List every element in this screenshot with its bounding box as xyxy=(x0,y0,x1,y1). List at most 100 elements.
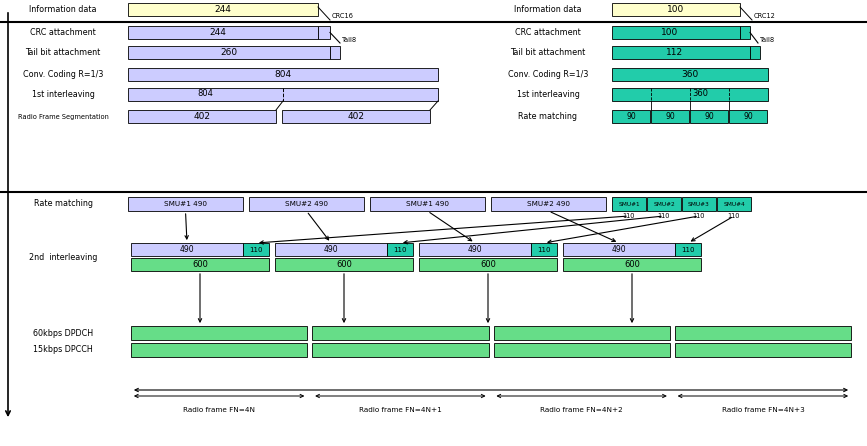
Text: 360: 360 xyxy=(692,89,708,98)
Text: Radio frame FN=4N: Radio frame FN=4N xyxy=(183,407,255,413)
Text: SMU#1 490: SMU#1 490 xyxy=(164,201,207,207)
Text: Radio frame FN=4N+2: Radio frame FN=4N+2 xyxy=(540,407,623,413)
Text: 600: 600 xyxy=(480,260,496,269)
Bar xyxy=(131,343,307,357)
Bar xyxy=(612,26,740,39)
Text: 360: 360 xyxy=(681,70,699,79)
Text: Tail bit attachment: Tail bit attachment xyxy=(25,48,101,57)
Bar xyxy=(330,46,340,59)
Text: 112: 112 xyxy=(667,48,683,57)
Text: 260: 260 xyxy=(220,48,238,57)
Text: Radio frame FN=4N+1: Radio frame FN=4N+1 xyxy=(359,407,442,413)
Bar xyxy=(612,68,768,81)
Bar xyxy=(131,258,269,271)
Text: Radio frame FN=4N+3: Radio frame FN=4N+3 xyxy=(721,407,805,413)
Text: 60kbps DPDCH: 60kbps DPDCH xyxy=(33,329,93,338)
Bar xyxy=(675,343,851,357)
Text: Rate matching: Rate matching xyxy=(34,199,93,208)
Bar xyxy=(612,88,768,101)
Bar xyxy=(729,110,767,123)
Text: 100: 100 xyxy=(668,5,685,14)
Bar xyxy=(491,197,606,211)
Text: 490: 490 xyxy=(467,245,482,254)
Bar xyxy=(563,243,675,256)
Text: 100: 100 xyxy=(662,28,679,37)
Text: 600: 600 xyxy=(336,260,352,269)
Text: 402: 402 xyxy=(348,112,364,121)
Bar xyxy=(243,243,269,256)
Bar xyxy=(651,110,689,123)
Text: SMU#2 490: SMU#2 490 xyxy=(285,201,328,207)
Text: Information data: Information data xyxy=(29,5,97,14)
Text: Tail bit attachment: Tail bit attachment xyxy=(511,48,585,57)
Bar xyxy=(370,197,485,211)
Text: CRC16: CRC16 xyxy=(332,13,354,19)
Text: Radio Frame Segmentation: Radio Frame Segmentation xyxy=(17,113,108,120)
Bar xyxy=(128,68,438,81)
Bar xyxy=(682,197,716,211)
Text: SMU#2 490: SMU#2 490 xyxy=(527,201,570,207)
Text: 2nd  interleaving: 2nd interleaving xyxy=(29,252,97,261)
Bar xyxy=(128,3,318,16)
Bar xyxy=(493,343,669,357)
Bar xyxy=(312,326,488,340)
Text: 90: 90 xyxy=(743,112,753,121)
Bar xyxy=(131,243,243,256)
Text: 402: 402 xyxy=(193,112,211,121)
Bar xyxy=(612,3,740,16)
Text: 110: 110 xyxy=(681,247,694,252)
Text: 1st interleaving: 1st interleaving xyxy=(31,90,95,99)
Text: 804: 804 xyxy=(198,89,213,98)
Text: 804: 804 xyxy=(275,70,291,79)
Text: SMU#1 490: SMU#1 490 xyxy=(406,201,449,207)
Bar xyxy=(675,326,851,340)
Bar xyxy=(612,110,650,123)
Text: Tail8: Tail8 xyxy=(760,37,775,43)
Text: SMU#3: SMU#3 xyxy=(688,202,710,206)
Bar xyxy=(128,46,330,59)
Text: SMU#2: SMU#2 xyxy=(653,202,675,206)
Text: Information data: Information data xyxy=(514,5,582,14)
Text: CRC12: CRC12 xyxy=(754,13,776,19)
Text: 110: 110 xyxy=(249,247,263,252)
Text: 110: 110 xyxy=(693,213,705,219)
Bar xyxy=(312,343,488,357)
Bar xyxy=(675,243,701,256)
Text: 600: 600 xyxy=(624,260,640,269)
Bar xyxy=(740,26,750,39)
Bar xyxy=(717,197,751,211)
Bar xyxy=(493,326,669,340)
Text: SMU#4: SMU#4 xyxy=(723,202,745,206)
Text: 244: 244 xyxy=(214,5,231,14)
Bar xyxy=(282,110,430,123)
Text: Tail8: Tail8 xyxy=(342,37,357,43)
Text: SMU#1: SMU#1 xyxy=(618,202,640,206)
Text: 600: 600 xyxy=(192,260,208,269)
Text: 244: 244 xyxy=(210,28,226,37)
Bar xyxy=(275,258,413,271)
Bar xyxy=(419,258,557,271)
Bar xyxy=(128,26,318,39)
Bar xyxy=(128,197,243,211)
Text: 90: 90 xyxy=(665,112,675,121)
Bar xyxy=(128,88,438,101)
Bar xyxy=(531,243,557,256)
Text: 110: 110 xyxy=(394,247,407,252)
Text: 110: 110 xyxy=(538,247,551,252)
Text: 490: 490 xyxy=(179,245,194,254)
Bar xyxy=(387,243,413,256)
Bar xyxy=(275,243,387,256)
Bar xyxy=(647,197,681,211)
Text: 110: 110 xyxy=(727,213,740,219)
Text: CRC attachment: CRC attachment xyxy=(30,28,96,37)
Bar xyxy=(131,326,307,340)
Text: Conv. Coding R=1/3: Conv. Coding R=1/3 xyxy=(23,70,103,79)
Text: 1st interleaving: 1st interleaving xyxy=(517,90,579,99)
Bar xyxy=(563,258,701,271)
Text: 490: 490 xyxy=(612,245,626,254)
Bar xyxy=(690,110,728,123)
Bar xyxy=(419,243,531,256)
Bar xyxy=(612,197,646,211)
Text: Conv. Coding R=1/3: Conv. Coding R=1/3 xyxy=(508,70,588,79)
Text: 490: 490 xyxy=(323,245,338,254)
